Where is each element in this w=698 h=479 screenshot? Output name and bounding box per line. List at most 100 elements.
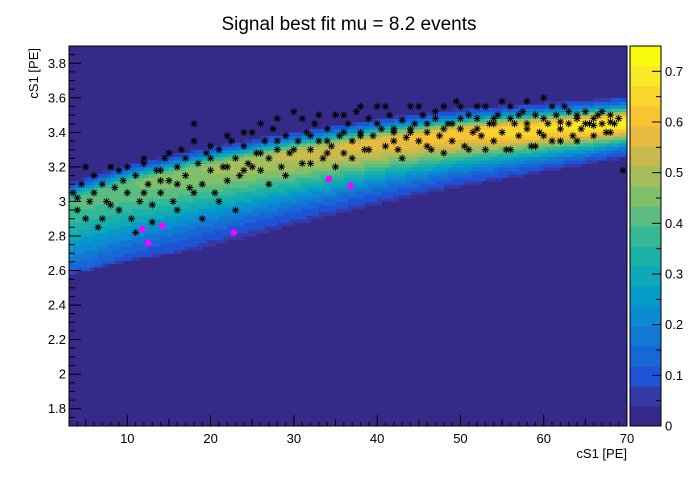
heatmap-cell: [156, 187, 162, 192]
heatmap-cell: [210, 201, 216, 206]
heatmap-cell: [118, 166, 124, 171]
heatmap-cell: [264, 166, 270, 171]
heatmap-cell: [364, 187, 370, 192]
heatmap-cell: [410, 146, 416, 151]
heatmap-cell: [127, 222, 133, 227]
heatmap-cell: [168, 222, 174, 227]
heatmap-cell: [356, 177, 362, 182]
heatmap-cell: [527, 156, 532, 161]
heatmap-cell: [110, 215, 116, 220]
heatmap-cell: [81, 208, 87, 213]
heatmap-cell: [481, 163, 487, 168]
heatmap-cell: [552, 149, 557, 154]
heatmap-cell: [610, 156, 616, 161]
heatmap-cell: [589, 160, 595, 165]
heatmap-cell: [227, 187, 233, 192]
heatmap-cell: [281, 215, 287, 220]
heatmap-cell: [264, 187, 270, 192]
heatmap-cell: [177, 246, 183, 251]
heatmap-cell: [135, 249, 141, 254]
heatmap-cell: [452, 132, 457, 137]
heatmap-cell: [427, 139, 432, 144]
heatmap-cell: [410, 170, 416, 175]
heatmap-cell: [198, 149, 203, 154]
heatmap-cell: [289, 166, 295, 171]
heatmap-cell: [510, 146, 516, 151]
heatmap-cell: [447, 160, 453, 165]
heatmap-cell: [81, 253, 87, 258]
heatmap-cell: [73, 242, 78, 247]
heatmap-cell: [414, 156, 420, 161]
heatmap-cell: [181, 198, 187, 203]
heatmap-cell: [202, 201, 208, 206]
heatmap-cell: [69, 270, 74, 275]
heatmap-cell: [439, 146, 445, 151]
heatmap-cell: [372, 132, 378, 137]
heatmap-cell: [156, 236, 162, 241]
heatmap-cell: [506, 163, 512, 168]
heatmap-cell: [93, 177, 99, 182]
heatmap-cell: [518, 125, 524, 130]
background-event-marker: [556, 137, 564, 145]
heatmap-cell: [452, 125, 457, 130]
heatmap-cell: [123, 204, 128, 209]
heatmap-cell: [310, 177, 316, 182]
heatmap-cell: [93, 242, 99, 247]
heatmap-cell: [456, 132, 462, 137]
heatmap-cell: [318, 166, 324, 171]
heatmap-cell: [193, 198, 199, 203]
heatmap-cell: [85, 239, 91, 244]
heatmap-cell: [227, 170, 233, 175]
heatmap-cell: [256, 139, 262, 144]
heatmap-cell: [602, 115, 607, 120]
heatmap-cell: [397, 180, 403, 185]
heatmap-cell: [123, 184, 128, 189]
heatmap-cell: [506, 156, 512, 161]
heatmap-cell: [281, 201, 287, 206]
heatmap-cell: [497, 166, 503, 171]
heatmap-cell: [231, 173, 237, 178]
heatmap-cell: [131, 239, 137, 244]
heatmap-cell: [231, 170, 237, 175]
heatmap-cell: [210, 166, 216, 171]
heatmap-cell: [123, 232, 128, 237]
heatmap-cell: [160, 201, 166, 206]
heatmap-cell: [331, 139, 337, 144]
heatmap-cell: [106, 173, 112, 178]
heatmap-cell: [393, 122, 399, 127]
heatmap-cell: [506, 142, 512, 147]
heatmap-cell: [510, 132, 516, 137]
heatmap-cell: [143, 194, 149, 199]
background-event-marker: [248, 163, 256, 171]
heatmap-cell: [248, 201, 253, 206]
heatmap-cell: [385, 135, 391, 140]
heatmap-cell: [410, 187, 416, 192]
background-event-marker: [540, 132, 548, 140]
heatmap-cell: [447, 142, 453, 147]
heatmap-cell: [560, 153, 566, 158]
background-event-marker: [86, 197, 94, 206]
heatmap-cell: [331, 208, 337, 213]
heatmap-cell: [131, 170, 137, 175]
heatmap-cell: [581, 153, 586, 158]
heatmap-cell: [456, 184, 462, 189]
heatmap-cell: [248, 177, 253, 182]
heatmap-cell: [556, 135, 561, 140]
heatmap-cell: [514, 139, 520, 144]
heatmap-cell: [410, 115, 416, 120]
heatmap-cell: [414, 118, 420, 123]
heatmap-cell: [181, 187, 187, 192]
heatmap-cell: [510, 166, 516, 171]
heatmap-cell: [514, 170, 520, 175]
heatmap-cell: [393, 115, 399, 120]
heatmap-cell: [381, 135, 387, 140]
heatmap-cell: [273, 198, 278, 203]
heatmap-cell: [148, 208, 153, 213]
heatmap-cell: [318, 153, 324, 158]
heatmap-cell: [452, 160, 457, 165]
heatmap-cell: [210, 225, 216, 230]
heatmap-cell: [177, 232, 183, 237]
heatmap-cell: [535, 139, 541, 144]
heatmap-cell: [268, 198, 274, 203]
heatmap-cell: [264, 201, 270, 206]
